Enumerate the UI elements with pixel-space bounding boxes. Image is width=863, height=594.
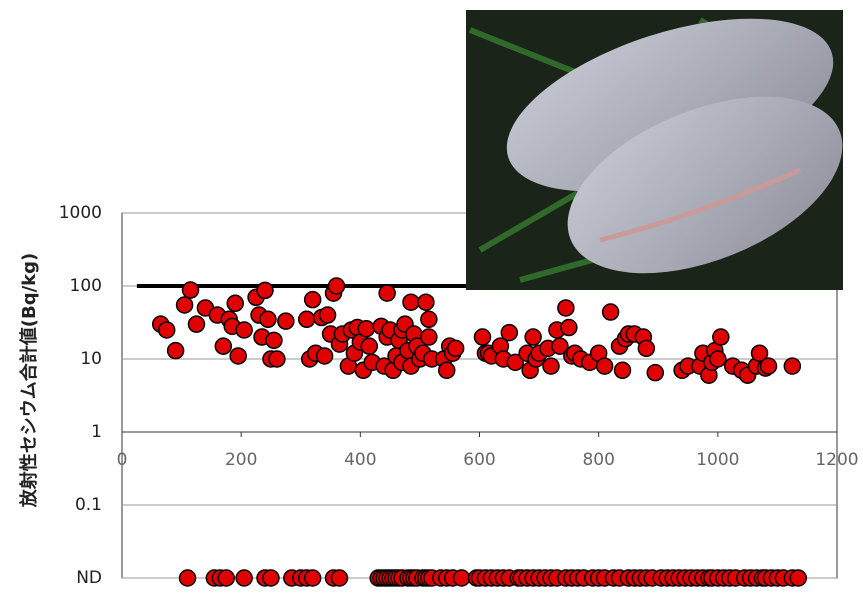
point bbox=[420, 328, 438, 346]
point bbox=[166, 341, 185, 360]
point bbox=[226, 294, 244, 313]
point bbox=[303, 290, 322, 309]
point bbox=[750, 344, 769, 362]
point bbox=[214, 337, 233, 355]
x-tick-label: 200 bbox=[225, 450, 257, 470]
point bbox=[783, 357, 802, 375]
y-tick-label: 10 bbox=[80, 349, 102, 369]
x-tick-label: 400 bbox=[344, 450, 376, 470]
point bbox=[646, 363, 665, 382]
point bbox=[187, 315, 206, 333]
point bbox=[327, 277, 346, 295]
point bbox=[181, 281, 200, 299]
point bbox=[259, 310, 277, 329]
nd-point bbox=[789, 569, 808, 587]
point bbox=[315, 347, 334, 365]
point bbox=[709, 350, 727, 368]
point bbox=[357, 319, 376, 338]
point bbox=[500, 323, 519, 342]
point bbox=[473, 328, 492, 346]
point bbox=[712, 328, 730, 346]
point bbox=[318, 306, 337, 324]
point bbox=[268, 350, 286, 368]
point bbox=[378, 284, 396, 302]
point bbox=[551, 337, 569, 355]
photo bbox=[466, 10, 843, 290]
point bbox=[446, 339, 465, 358]
y-tick-label: 1 bbox=[91, 422, 102, 442]
nd-point bbox=[330, 569, 349, 587]
nd-point bbox=[452, 569, 471, 587]
point bbox=[637, 339, 656, 358]
x-tick-label: 1200 bbox=[815, 450, 858, 470]
point bbox=[420, 310, 438, 329]
point bbox=[759, 357, 778, 375]
point bbox=[229, 347, 247, 365]
point bbox=[417, 293, 435, 311]
y-tick-label: 1000 bbox=[59, 203, 102, 223]
point bbox=[277, 312, 295, 330]
point bbox=[175, 296, 194, 314]
point bbox=[601, 303, 620, 321]
nd-point bbox=[235, 569, 253, 587]
y-tick-label: ND bbox=[76, 568, 102, 588]
point bbox=[560, 318, 578, 337]
x-tick-label: 0 bbox=[117, 450, 128, 470]
nd-point bbox=[217, 569, 236, 587]
point bbox=[557, 299, 575, 317]
point bbox=[595, 357, 614, 375]
point bbox=[265, 331, 283, 350]
point bbox=[402, 293, 420, 311]
point bbox=[524, 328, 542, 346]
plot: 1000 100 10 1 0.1 ND 0 200 400 600 800 1000 1200 bbox=[59, 203, 859, 588]
nd-point bbox=[262, 569, 280, 587]
nd-point bbox=[178, 569, 197, 587]
point bbox=[437, 361, 456, 380]
point bbox=[542, 357, 560, 375]
y-tick-label: 100 bbox=[70, 276, 102, 296]
point bbox=[235, 321, 253, 339]
x-tick-label: 800 bbox=[582, 450, 614, 470]
nd-point bbox=[303, 569, 322, 587]
y-axis-label: 放射性セシウム合計値(Bq/kg) bbox=[18, 253, 40, 509]
point bbox=[157, 321, 176, 339]
y-tick-label: 0.1 bbox=[75, 495, 102, 515]
x-tick-label: 1000 bbox=[696, 450, 739, 470]
point bbox=[360, 337, 379, 355]
point bbox=[297, 310, 316, 329]
point bbox=[613, 361, 632, 380]
x-tick-label: 600 bbox=[463, 450, 495, 470]
point bbox=[506, 353, 524, 372]
point bbox=[256, 281, 274, 300]
